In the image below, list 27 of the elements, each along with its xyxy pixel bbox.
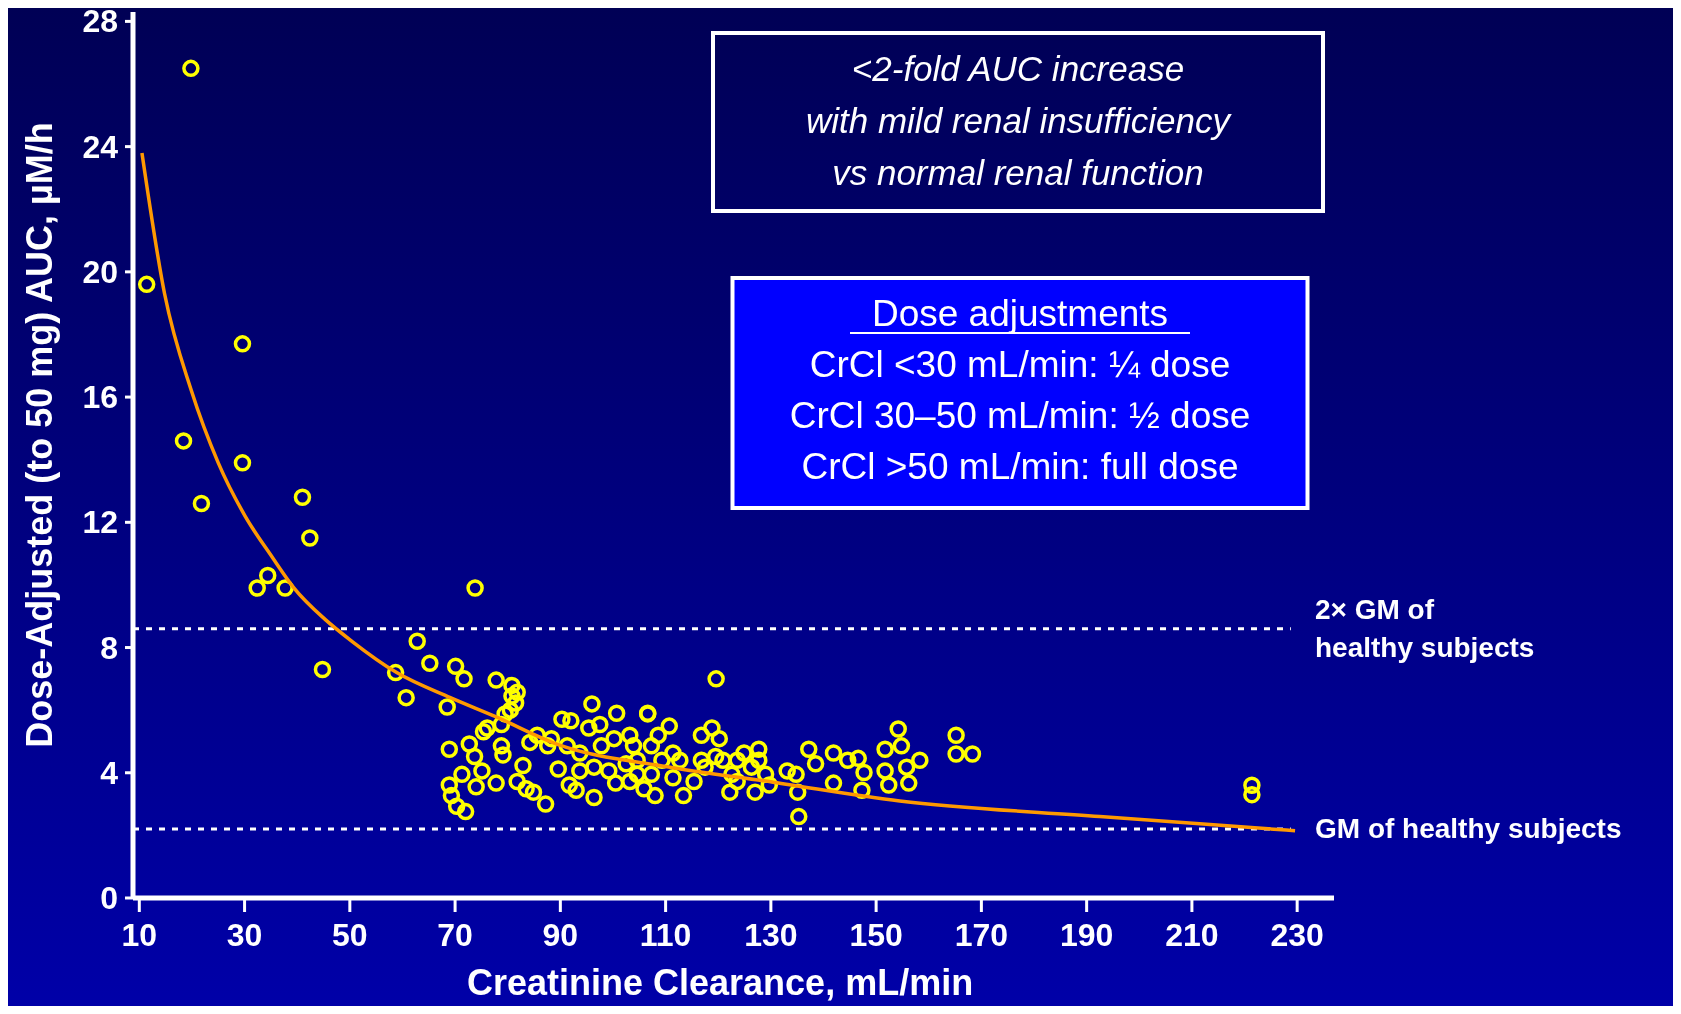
y-tick-label: 8: [100, 629, 118, 666]
y-tick-label: 28: [82, 3, 118, 40]
line-series: [140, 151, 1297, 833]
x-tick-label: 210: [1165, 917, 1219, 953]
x-tick-label: 110: [639, 917, 692, 953]
x-tick-label: 190: [1059, 917, 1114, 953]
x-tick-label: 50: [332, 917, 368, 953]
y-tick-label: 20: [82, 253, 118, 290]
x-tick-label: 130: [744, 917, 798, 953]
ref-line-label: 2× GM of healthy subjects: [1315, 593, 1535, 663]
x-tick-label: 150: [849, 917, 903, 953]
y-axis-title: Dose-Adjusted (to 50 mg) AUC, µM/h: [19, 122, 60, 748]
x-tick-label: 170: [954, 917, 1009, 953]
y-tick-label: 0: [100, 880, 118, 916]
annotation: Dose adjustments CrCl <30 mL/min: ¼ dose CrCl 30–50 mL/min: ½ dose CrCl >50 mL/min: full dose: [789, 293, 1251, 487]
x-tick-label: 10: [121, 917, 158, 953]
ref-line-label: GM of healthy subjects: [1315, 813, 1622, 845]
y-tick-label: 24: [82, 128, 119, 165]
y-tick-label: 4: [100, 754, 119, 791]
x-tick-label: 90: [542, 917, 579, 953]
annotation: <2-fold AUC increase with mild renal insufficiency vs normal renal function: [805, 49, 1233, 192]
x-axis-title: Creatinine Clearance, mL/min: [466, 962, 974, 1003]
x-tick-label: 30: [226, 917, 263, 953]
x-tick-label: 70: [437, 917, 473, 953]
y-tick-label: 12: [82, 504, 118, 541]
y-tick-label: 16: [82, 379, 118, 416]
x-tick-label: 230: [1270, 917, 1324, 953]
